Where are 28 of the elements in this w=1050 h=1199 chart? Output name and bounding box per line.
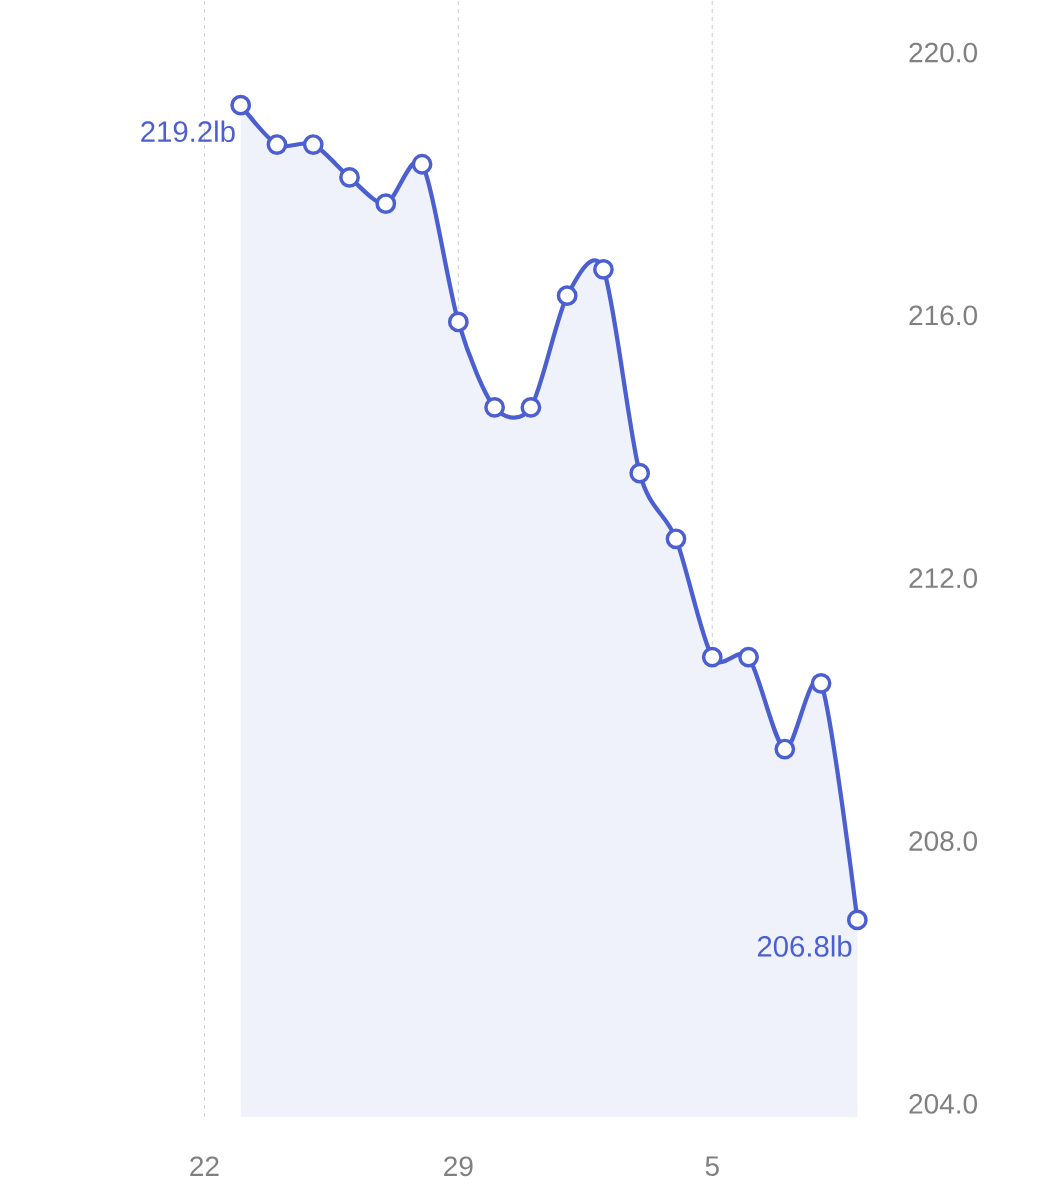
point [339,167,360,188]
point [447,311,469,333]
point [846,909,868,931]
y-tick-label: 212.0 [909,568,978,589]
point [810,672,832,694]
x-tick-label: 29 [444,1156,473,1177]
point [701,646,723,668]
point [266,134,288,155]
point [411,153,433,175]
point [520,396,542,418]
point [375,193,397,215]
point [774,738,796,760]
point [230,94,252,116]
point [484,396,506,418]
y-tick-label: 216.0 [909,305,978,326]
y-tick-label: 220.0 [909,42,978,63]
point [302,134,324,155]
point [556,285,578,307]
point [629,462,651,484]
data-label: 219.2lb [141,120,235,143]
point [738,646,759,668]
y-tick-label: 204.0 [909,1093,978,1114]
x-tick-label: 5 [705,1156,719,1176]
point [665,528,687,550]
point [593,258,614,280]
y-tick-label: 208.0 [909,831,978,851]
data-label: 206.8lb [757,935,852,957]
x-tick-label: 22 [190,1156,219,1176]
